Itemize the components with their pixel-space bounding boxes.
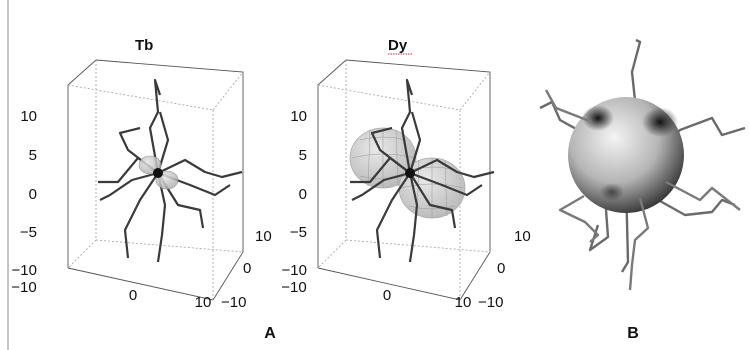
- plot-dy-metal-center: [405, 168, 415, 178]
- tick-label: 0: [129, 287, 137, 304]
- tick-label: 0: [299, 186, 307, 203]
- tick-label: 10: [195, 294, 212, 311]
- tick-label: −10: [281, 279, 306, 296]
- panel-b-label: B: [627, 325, 639, 342]
- plot-dy: Dy 10 5 0 −5 −10 −10 0 10 −10 0 10: [281, 37, 530, 311]
- tick-label: 0: [243, 260, 251, 277]
- plot-tb-metal-center: [153, 168, 163, 178]
- panel-b-sphere-model: [539, 38, 746, 291]
- panel-b-sphere-dark-spots: [582, 105, 678, 201]
- tick-label: 10: [20, 108, 37, 125]
- plot-tb: Tb 10 5 0 −5 −10 −10 0 10 −10 0 10: [11, 37, 271, 311]
- plot-tb-z-ticks: 10 5 0 −5 −10: [12, 108, 37, 279]
- tick-label: −10: [282, 262, 307, 279]
- tick-label: 10: [514, 228, 531, 245]
- plot-dy-z-ticks: 10 5 0 −5 −10: [282, 108, 307, 279]
- plot-dy-box: [317, 59, 491, 301]
- tick-label: 5: [29, 147, 37, 164]
- plot-dy-x-ticks: −10 0 10: [281, 279, 471, 311]
- tick-label: 5: [299, 147, 307, 164]
- tick-label: 0: [497, 260, 505, 277]
- plot-tb-molecule: [98, 78, 243, 263]
- plot-dy-title: Dy: [388, 37, 408, 54]
- plot-tb-box: [67, 59, 244, 301]
- tick-label: −10: [12, 262, 37, 279]
- tick-label: 10: [455, 294, 472, 311]
- plot-tb-y-ticks: −10 0 10: [221, 228, 272, 311]
- tick-label: 10: [255, 228, 272, 245]
- panel-a-label: A: [264, 325, 276, 342]
- plot-dy-molecule: [350, 78, 495, 263]
- plot-tb-title: Tb: [135, 37, 153, 54]
- tick-label: −10: [221, 294, 246, 311]
- tick-label: 0: [29, 186, 37, 203]
- tick-label: −10: [11, 279, 36, 296]
- tick-label: 0: [383, 287, 391, 304]
- tick-label: 10: [290, 108, 307, 125]
- tick-label: −5: [290, 224, 307, 241]
- plot-dy-y-ticks: −10 0 10: [478, 228, 531, 311]
- tick-label: −5: [20, 224, 37, 241]
- panel-b-molecule-front: [544, 89, 741, 291]
- plot-tb-x-ticks: −10 0 10: [11, 279, 211, 311]
- tick-label: −10: [478, 294, 503, 311]
